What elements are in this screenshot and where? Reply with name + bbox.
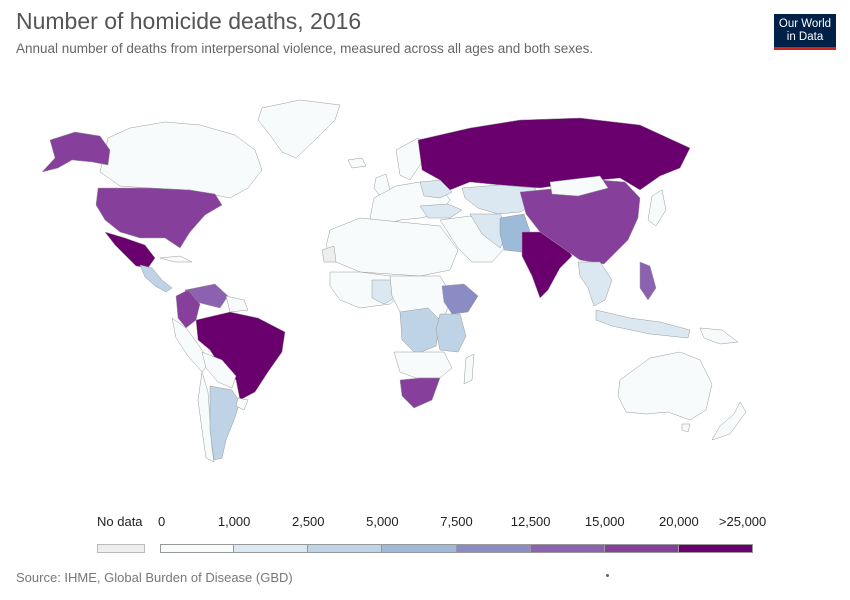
chart-subtitle: Annual number of deaths from interperson… xyxy=(16,41,594,56)
logo-line-1: Our World xyxy=(778,18,832,30)
region-philippines[interactable] xyxy=(639,261,657,301)
region-southern-africa[interactable] xyxy=(393,351,453,379)
region-greenland[interactable] xyxy=(257,99,341,159)
timeline-dot[interactable] xyxy=(606,574,609,577)
region-guianas[interactable] xyxy=(225,295,249,313)
region-canada[interactable] xyxy=(99,121,263,199)
region-east-africa[interactable] xyxy=(435,313,467,353)
region-uruguay[interactable] xyxy=(235,397,249,411)
region-japan[interactable] xyxy=(647,189,667,227)
region-se-asia[interactable] xyxy=(577,261,613,307)
region-madagascar[interactable] xyxy=(463,353,475,385)
region-alaska[interactable] xyxy=(41,131,111,173)
owid-logo[interactable]: Our World in Data xyxy=(774,14,836,50)
region-western-sahara[interactable] xyxy=(321,245,337,263)
region-south-africa[interactable] xyxy=(399,377,441,409)
region-russia[interactable] xyxy=(417,117,691,191)
region-bolivia[interactable] xyxy=(201,351,237,389)
region-north-africa[interactable] xyxy=(325,217,459,277)
region-australia[interactable] xyxy=(617,351,713,421)
logo-line-2: in Data xyxy=(786,30,824,43)
chart-title: Number of homicide deaths, 2016 xyxy=(16,8,362,34)
region-mongolia[interactable] xyxy=(549,175,609,197)
region-ethiopia[interactable] xyxy=(441,283,479,315)
region-tasmania[interactable] xyxy=(681,423,691,433)
region-iceland[interactable] xyxy=(347,157,367,169)
region-cuba[interactable] xyxy=(159,255,193,263)
region-united-states[interactable] xyxy=(95,187,223,249)
region-new-zealand[interactable] xyxy=(711,401,747,441)
region-brazil[interactable] xyxy=(195,311,286,401)
source-note: Source: IHME, Global Burden of Disease (… xyxy=(16,570,293,585)
region-argentina[interactable] xyxy=(209,385,241,461)
region-turkey[interactable] xyxy=(419,203,463,219)
region-indonesia[interactable] xyxy=(595,309,691,339)
region-png[interactable] xyxy=(699,327,739,345)
region-chile[interactable] xyxy=(197,371,215,463)
region-central-america[interactable] xyxy=(139,264,173,293)
region-dr-congo[interactable] xyxy=(399,307,441,355)
region-ukraine[interactable] xyxy=(419,179,453,199)
